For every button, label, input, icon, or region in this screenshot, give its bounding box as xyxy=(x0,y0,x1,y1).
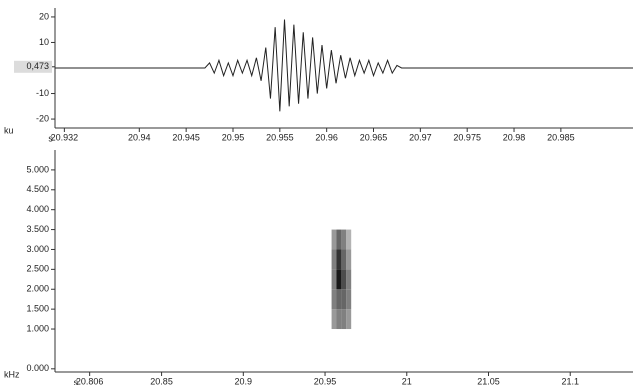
spectrogram-cell xyxy=(336,309,342,330)
x-tick-label: 20.98 xyxy=(503,132,526,142)
spectrogram-cell xyxy=(341,289,347,310)
tick-highlight xyxy=(14,60,52,73)
spectrogram-cell xyxy=(331,309,337,330)
y-tick-label: 2.500 xyxy=(26,264,49,274)
spectrogram-cell xyxy=(341,229,347,250)
y-tick-label: -20 xyxy=(36,113,49,123)
waveform xyxy=(55,19,633,112)
y-tick-label: 10 xyxy=(39,37,49,47)
spectrogram-cell xyxy=(336,229,342,250)
spectrogram-cell xyxy=(346,309,352,330)
x-tick-label: 20.975 xyxy=(453,132,481,142)
y-tick-label: 4.500 xyxy=(26,184,49,194)
x-tick-label: 20.94 xyxy=(128,132,151,142)
y-tick-label: 1.000 xyxy=(26,323,49,333)
y-tick-label: 5.000 xyxy=(26,164,49,174)
spectrogram-cell xyxy=(346,289,352,310)
spectrogram-cell xyxy=(346,229,352,250)
x-tick-label: 20.96 xyxy=(315,132,338,142)
y-tick-label: 4.000 xyxy=(26,204,49,214)
x-tick-label: 21 xyxy=(402,376,412,385)
spectrogram-cell xyxy=(341,309,347,330)
x-tick-label: 20.9 xyxy=(235,376,253,385)
x-tick-label: 20.955 xyxy=(266,132,294,142)
y-unit: ku xyxy=(4,125,14,135)
x-unit: s xyxy=(74,377,79,385)
spectrogram-cell xyxy=(346,249,352,270)
spectrogram-cell xyxy=(336,249,342,270)
x-tick-label: 20.85 xyxy=(150,376,173,385)
y-tick-label: 1.500 xyxy=(26,304,49,314)
spectrogram-cell xyxy=(336,269,342,290)
spectrogram-cell xyxy=(331,289,337,310)
x-tick-label: 20.97 xyxy=(409,132,432,142)
x-tick-label: 20.95 xyxy=(314,376,337,385)
x-unit: s xyxy=(48,133,53,143)
y-tick-label: 0.000 xyxy=(26,363,49,373)
spectrogram-cell xyxy=(331,229,337,250)
y-tick-label: 2.000 xyxy=(26,284,49,294)
spectrogram-cell xyxy=(341,249,347,270)
x-tick-label: 20.806 xyxy=(76,376,104,385)
y-tick-label: 3.500 xyxy=(26,224,49,234)
x-tick-label: 21.1 xyxy=(561,376,579,385)
spectrogram-cell xyxy=(346,269,352,290)
y-tick-label: -10 xyxy=(36,88,49,98)
spectrogram-cell xyxy=(331,249,337,270)
x-tick-label: 20.985 xyxy=(547,132,575,142)
x-tick-label: 20.965 xyxy=(360,132,388,142)
x-tick-label: 20.945 xyxy=(172,132,200,142)
y-tick-label: 20 xyxy=(39,11,49,21)
y-tick-label: 0,473 xyxy=(26,61,49,71)
x-tick-label: 20.932 xyxy=(51,132,79,142)
spectrogram-cell xyxy=(341,269,347,290)
x-tick-label: 20.95 xyxy=(222,132,245,142)
spectrogram-cell xyxy=(336,289,342,310)
y-unit: kHz xyxy=(4,369,20,379)
spectrogram-cell xyxy=(331,269,337,290)
y-tick-label: 3.000 xyxy=(26,244,49,254)
x-tick-label: 21.05 xyxy=(477,376,500,385)
